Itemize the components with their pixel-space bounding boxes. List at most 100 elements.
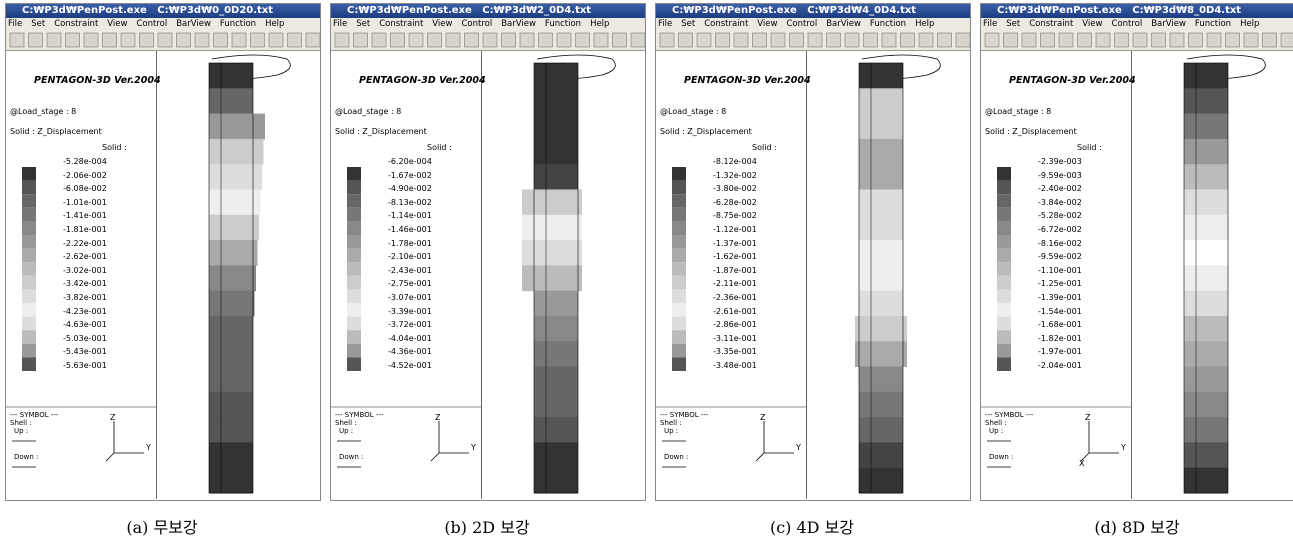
menu-item[interactable]: Control xyxy=(461,18,492,30)
menu-item[interactable]: Set xyxy=(1006,18,1020,30)
tool-button[interactable] xyxy=(901,33,915,47)
menu-item[interactable]: Function xyxy=(220,18,256,30)
tool-button[interactable] xyxy=(808,33,822,47)
tool-button[interactable] xyxy=(372,33,386,47)
tool-button[interactable] xyxy=(734,33,748,47)
menu-item[interactable]: Function xyxy=(1195,18,1231,30)
tool-button[interactable] xyxy=(335,33,349,47)
tool-button[interactable] xyxy=(1022,33,1036,47)
menu-item[interactable]: Function xyxy=(870,18,906,30)
tool-button[interactable] xyxy=(1004,33,1018,47)
tool-button[interactable] xyxy=(1041,33,1055,47)
menu-item[interactable]: Constraint xyxy=(379,18,423,30)
tool-button[interactable] xyxy=(845,33,859,47)
tool-button[interactable] xyxy=(502,33,516,47)
tool-button[interactable] xyxy=(428,33,442,47)
tool-button[interactable] xyxy=(1244,33,1258,47)
tool-button[interactable] xyxy=(288,33,302,47)
tool-button[interactable] xyxy=(631,33,645,47)
tool-button[interactable] xyxy=(66,33,80,47)
tool-button[interactable] xyxy=(882,33,896,47)
menu-item[interactable]: Help xyxy=(1240,18,1259,30)
menu-item[interactable]: Control xyxy=(1111,18,1142,30)
menu-item[interactable]: Set xyxy=(31,18,45,30)
tool-button[interactable] xyxy=(956,33,970,47)
tool-button[interactable] xyxy=(1133,33,1147,47)
tool-button[interactable] xyxy=(753,33,767,47)
tool-button[interactable] xyxy=(1170,33,1184,47)
tool-button[interactable] xyxy=(306,33,320,47)
tool-button[interactable] xyxy=(1263,33,1277,47)
menu-item[interactable]: Help xyxy=(590,18,609,30)
tool-button[interactable] xyxy=(483,33,497,47)
tool-button[interactable] xyxy=(10,33,24,47)
tool-button[interactable] xyxy=(660,33,674,47)
tool-button[interactable] xyxy=(716,33,730,47)
tool-button[interactable] xyxy=(557,33,571,47)
tool-button[interactable] xyxy=(864,33,878,47)
tool-button[interactable] xyxy=(576,33,590,47)
menu-item[interactable]: View xyxy=(107,18,127,30)
tool-button[interactable] xyxy=(177,33,191,47)
menu-item[interactable]: Help xyxy=(265,18,284,30)
menu-item[interactable]: Control xyxy=(786,18,817,30)
tool-button[interactable] xyxy=(1207,33,1221,47)
tool-button[interactable] xyxy=(613,33,627,47)
menu-item[interactable]: File xyxy=(333,18,347,30)
tool-button[interactable] xyxy=(594,33,608,47)
menu-item[interactable]: BarView xyxy=(826,18,861,30)
tool-button[interactable] xyxy=(938,33,952,47)
tool-button[interactable] xyxy=(539,33,553,47)
tool-button[interactable] xyxy=(1115,33,1129,47)
menu-item[interactable]: Control xyxy=(136,18,167,30)
menu-item[interactable]: Function xyxy=(545,18,581,30)
tool-button[interactable] xyxy=(121,33,135,47)
menu-item[interactable]: File xyxy=(8,18,22,30)
tool-button[interactable] xyxy=(790,33,804,47)
tool-button[interactable] xyxy=(919,33,933,47)
tool-button[interactable] xyxy=(251,33,265,47)
tool-button[interactable] xyxy=(158,33,172,47)
tool-button[interactable] xyxy=(679,33,693,47)
menu-item[interactable]: Constraint xyxy=(704,18,748,30)
menu-item[interactable]: View xyxy=(432,18,452,30)
tool-button[interactable] xyxy=(47,33,61,47)
tool-button[interactable] xyxy=(1189,33,1203,47)
tool-button[interactable] xyxy=(195,33,209,47)
tool-button[interactable] xyxy=(214,33,228,47)
tool-button[interactable] xyxy=(520,33,534,47)
tool-button[interactable] xyxy=(1152,33,1166,47)
tool-button[interactable] xyxy=(103,33,117,47)
tool-button[interactable] xyxy=(391,33,405,47)
tool-button[interactable] xyxy=(1096,33,1110,47)
tool-button[interactable] xyxy=(84,33,98,47)
tool-button[interactable] xyxy=(140,33,154,47)
tool-button[interactable] xyxy=(1281,33,1293,47)
menu-item[interactable]: BarView xyxy=(501,18,536,30)
tool-button[interactable] xyxy=(29,33,43,47)
menu-item[interactable]: View xyxy=(1082,18,1102,30)
menu-item[interactable]: Set xyxy=(681,18,695,30)
menu-item[interactable]: Set xyxy=(356,18,370,30)
menu-item[interactable]: Constraint xyxy=(54,18,98,30)
menu-item[interactable]: BarView xyxy=(1151,18,1186,30)
menu-item[interactable]: Help xyxy=(915,18,934,30)
tool-button[interactable] xyxy=(465,33,479,47)
menu-item[interactable]: BarView xyxy=(176,18,211,30)
tool-button[interactable] xyxy=(1226,33,1240,47)
menu-item[interactable]: View xyxy=(757,18,777,30)
tool-button[interactable] xyxy=(1059,33,1073,47)
tool-button[interactable] xyxy=(985,33,999,47)
tool-button[interactable] xyxy=(771,33,785,47)
tool-button[interactable] xyxy=(446,33,460,47)
menu-item[interactable]: Constraint xyxy=(1029,18,1073,30)
menu-item[interactable]: File xyxy=(658,18,672,30)
tool-button[interactable] xyxy=(232,33,246,47)
tool-button[interactable] xyxy=(697,33,711,47)
menu-item[interactable]: File xyxy=(983,18,997,30)
tool-button[interactable] xyxy=(269,33,283,47)
tool-button[interactable] xyxy=(827,33,841,47)
tool-button[interactable] xyxy=(354,33,368,47)
tool-button[interactable] xyxy=(1078,33,1092,47)
tool-button[interactable] xyxy=(409,33,423,47)
